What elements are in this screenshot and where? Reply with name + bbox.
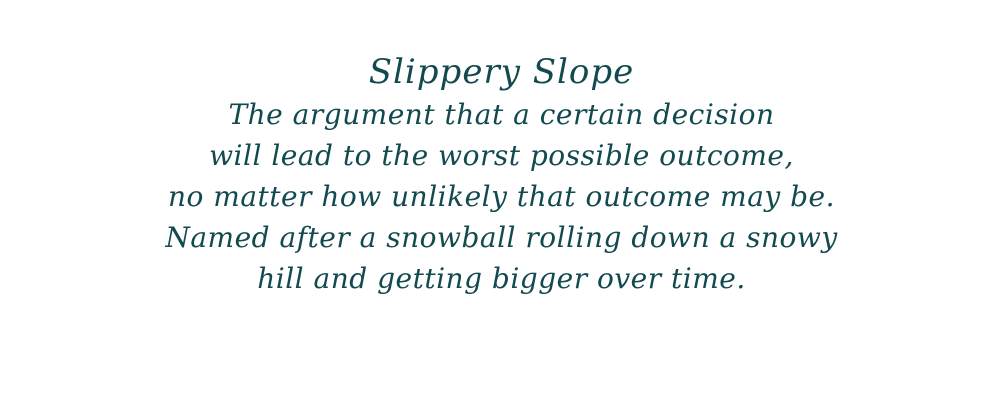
definition-line-5: hill and getting bigger over time. — [257, 262, 746, 295]
definition-line-2: will lead to the worst possible outcome, — [209, 139, 794, 172]
definition-line-1: The argument that a certain decision — [228, 98, 775, 131]
definition-line-3: no matter how unlikely that outcome may … — [167, 180, 836, 213]
definition-line-4: Named after a snowball rolling down a sn… — [165, 221, 838, 254]
term-title: Slippery Slope — [368, 52, 635, 92]
definition-text: The argument that a certain decision wil… — [0, 94, 1003, 299]
